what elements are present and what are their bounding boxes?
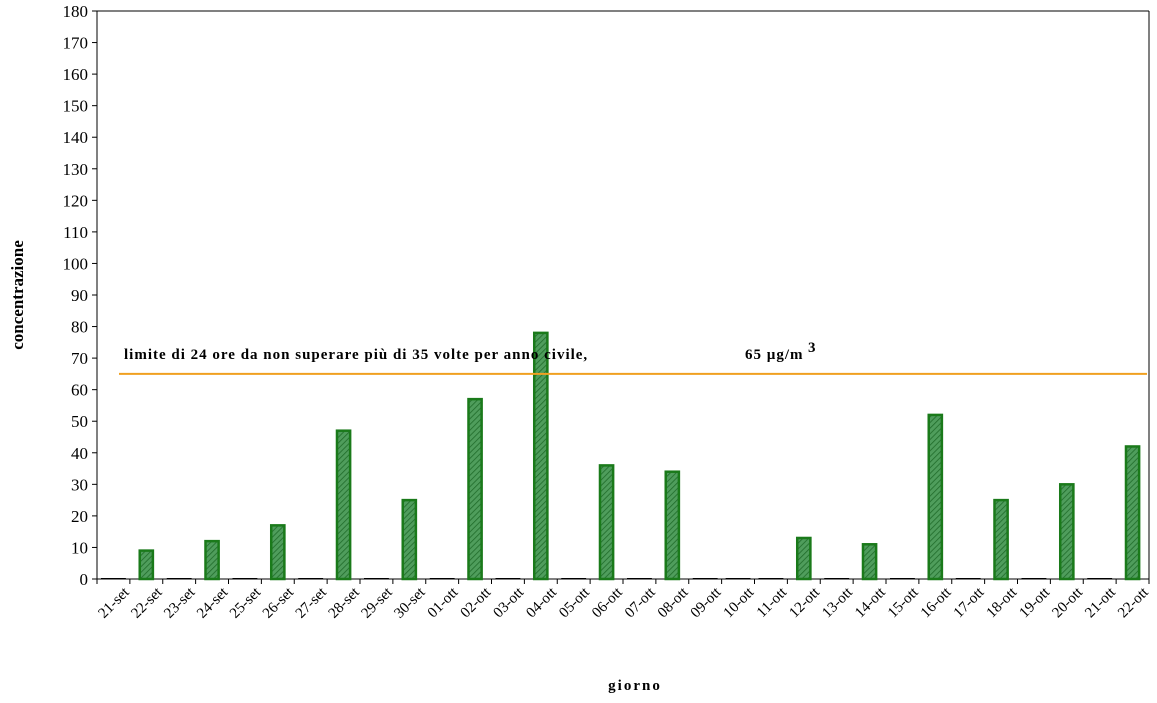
bar (1058, 483, 1075, 581)
x-axis-title: giorno (608, 678, 662, 694)
y-tick-label: 160 (63, 65, 89, 84)
y-tick-label: 80 (71, 318, 88, 337)
x-tick-label: 16-ott (918, 584, 955, 621)
x-tick-label: 09-ott (688, 584, 725, 621)
y-tick-label: 170 (63, 34, 89, 53)
y-tick-label: 120 (63, 191, 89, 210)
bar (861, 543, 878, 581)
x-tick-label: 24-set (194, 584, 232, 622)
y-tick-label: 150 (63, 97, 89, 116)
x-tick-label: 02-ott (458, 584, 495, 621)
threshold-unit-superscript: 3 (808, 340, 817, 356)
threshold-value-label: 65 µg/m (745, 347, 804, 363)
x-tick-label: 21-ott (1082, 584, 1119, 621)
y-tick-label: 40 (71, 444, 88, 463)
x-tick-label: 10-ott (721, 584, 758, 621)
threshold-label: limite di 24 ore da non superare più di … (124, 347, 588, 363)
x-tick-label: 26-set (260, 584, 298, 622)
x-tick-label: 01-ott (425, 584, 462, 621)
x-tick-label: 21-set (95, 584, 133, 622)
x-tick-label: 18-ott (984, 584, 1021, 621)
bar (664, 470, 681, 581)
x-tick-label: 07-ott (622, 584, 659, 621)
bar (1124, 445, 1141, 581)
bar (204, 539, 220, 581)
y-tick-label: 0 (80, 570, 89, 589)
x-tick-label: 19-ott (1017, 584, 1054, 621)
x-tick-label: 25-set (227, 584, 265, 622)
y-tick-label: 50 (71, 412, 88, 431)
x-tick-label: 27-set (293, 584, 331, 622)
y-tick-label: 10 (71, 538, 88, 557)
x-tick-label: 29-set (358, 584, 396, 622)
bar (993, 498, 1009, 581)
x-tick-label: 22-set (128, 584, 166, 622)
bar (401, 498, 418, 581)
y-tick-label: 100 (63, 254, 89, 273)
bar (269, 524, 286, 581)
bar (532, 331, 549, 581)
bar (138, 549, 155, 581)
y-tick-label: 30 (71, 475, 88, 494)
x-tick-label: 12-ott (786, 584, 823, 621)
y-axis-title: concentrazione (8, 240, 27, 350)
x-tick-label: 05-ott (556, 584, 593, 621)
y-tick-label: 70 (71, 349, 88, 368)
x-tick-label: 03-ott (491, 584, 528, 621)
x-tick-label: 30-set (391, 584, 429, 622)
y-tick-label: 140 (63, 128, 89, 147)
x-tick-label: 17-ott (951, 584, 988, 621)
bar (467, 397, 483, 581)
y-tick-label: 110 (63, 223, 88, 242)
x-tick-label: 14-ott (852, 584, 889, 621)
bar (335, 429, 352, 581)
bar (795, 536, 812, 581)
x-tick-label: 20-ott (1049, 584, 1086, 621)
y-tick-label: 180 (63, 2, 89, 21)
x-tick-label: 23-set (161, 584, 199, 622)
y-tick-label: 130 (63, 160, 89, 179)
bar (598, 464, 615, 581)
x-tick-label: 28-set (326, 584, 364, 622)
x-tick-label: 22-ott (1115, 584, 1152, 621)
x-tick-label: 08-ott (655, 584, 692, 621)
y-tick-label: 60 (71, 381, 88, 400)
y-tick-label: 20 (71, 507, 88, 526)
x-tick-label: 06-ott (589, 584, 626, 621)
x-tick-label: 13-ott (819, 584, 856, 621)
bar (927, 413, 944, 581)
x-tick-label: 11-ott (754, 584, 791, 621)
x-tick-label: 04-ott (523, 584, 560, 621)
x-tick-label: 15-ott (885, 584, 922, 621)
y-tick-label: 90 (71, 286, 88, 305)
